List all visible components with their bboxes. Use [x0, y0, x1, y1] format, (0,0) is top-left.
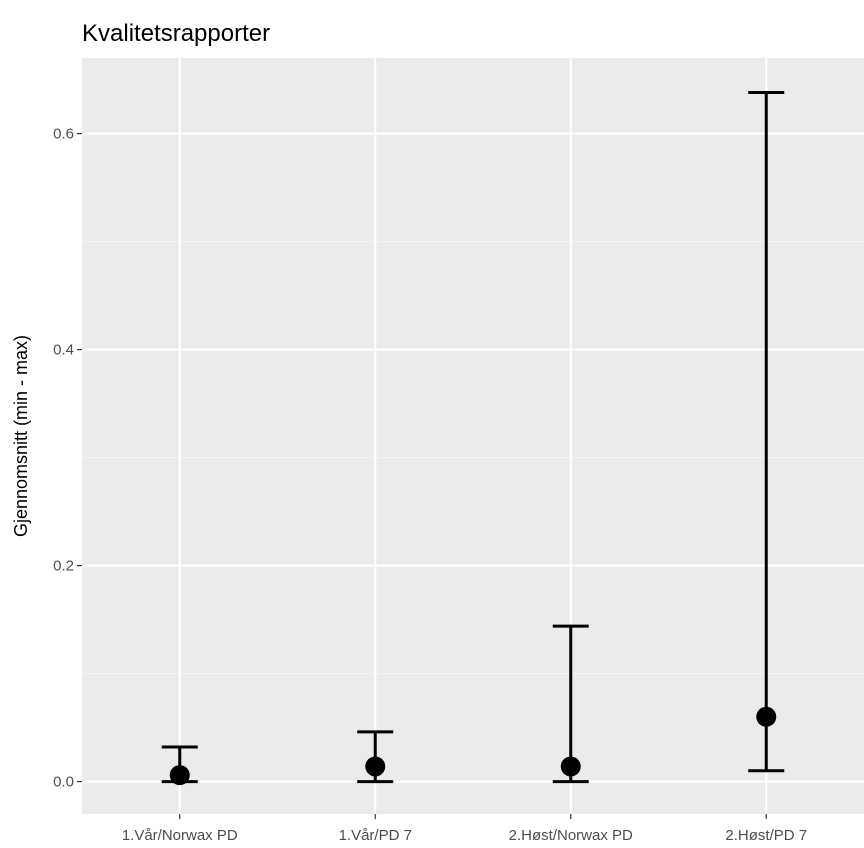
y-tick-label: 0.2 — [53, 558, 74, 575]
y-tick-label: 0.6 — [53, 126, 74, 143]
minor-gridlines — [82, 241, 864, 675]
mean-point — [169, 765, 190, 786]
y-axis: 0.0 0.2 0.4 0.6 — [53, 126, 82, 791]
x-tick-label: 2.Høst/Norwax PD — [509, 827, 633, 844]
plot-panel — [82, 58, 864, 814]
x-tick-label: 2.Høst/PD 7 — [725, 827, 807, 844]
mean-point — [560, 756, 581, 777]
x-axis: 1.Vår/Norwax PD 1.Vår/PD 7 2.Høst/Norwax P… — [122, 814, 807, 844]
x-tick-label: 1.Vår/Norwax PD — [122, 827, 238, 844]
x-tick-label: 1.Vår/PD 7 — [339, 827, 412, 844]
mean-point — [365, 756, 386, 777]
error-bars — [161, 91, 785, 786]
y-axis-title: Gjennomsnitt (min - max) — [11, 335, 31, 537]
y-tick-label: 0.0 — [53, 774, 74, 791]
chart-title: Kvalitetsrapporter — [82, 20, 270, 47]
y-tick-label: 0.4 — [53, 342, 74, 359]
mean-point — [756, 706, 777, 727]
